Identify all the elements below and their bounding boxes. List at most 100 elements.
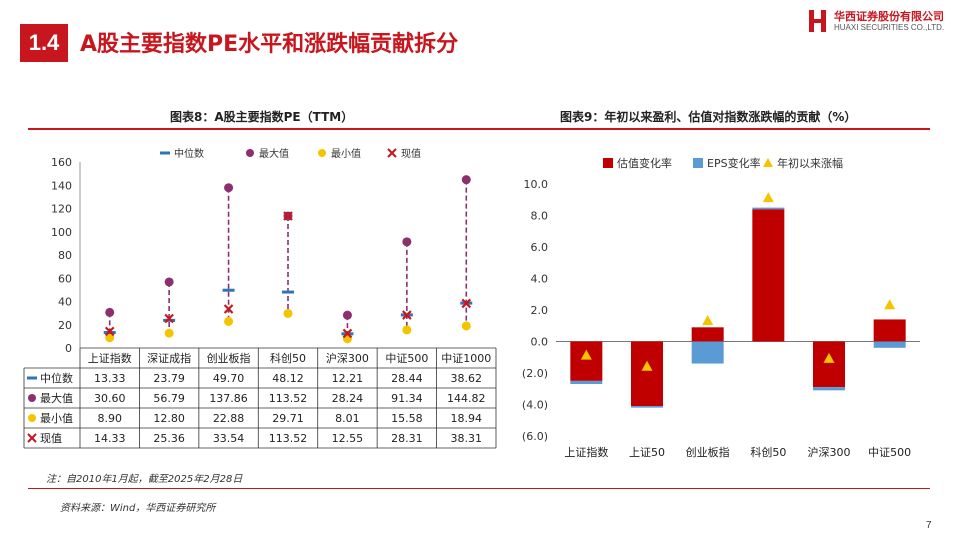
legend-marker-3-b bbox=[387, 148, 397, 158]
legend-label: 最大值 bbox=[259, 147, 289, 160]
page-number: 7 bbox=[926, 520, 932, 531]
table-cell: 38.31 bbox=[451, 432, 483, 445]
source-note: 资料来源：Wind，华西证券研究所 bbox=[60, 503, 216, 514]
x-tick-label: 中证500 bbox=[868, 446, 911, 459]
min-point bbox=[402, 325, 412, 335]
current-marker bbox=[461, 298, 472, 309]
table-cell: 25.36 bbox=[153, 432, 185, 445]
table-category-label: 上证指数 bbox=[88, 351, 132, 365]
ytd-change-marker bbox=[884, 299, 896, 310]
y-tick-label: 8.0 bbox=[531, 210, 549, 223]
table-cell: 33.54 bbox=[213, 432, 245, 445]
date-note: 注：自2010年1月起，截至2025年2月28日 bbox=[46, 474, 243, 485]
table-category-label: 沪深300 bbox=[326, 351, 369, 365]
min-point bbox=[283, 308, 293, 318]
max-point bbox=[164, 277, 174, 287]
ytd-change-marker bbox=[641, 360, 653, 371]
table-cell: 48.12 bbox=[272, 372, 304, 385]
y-tick-label: 120 bbox=[51, 203, 72, 216]
table-row-label: 最大值 bbox=[40, 391, 73, 405]
eps-bar bbox=[752, 207, 785, 210]
valuation-bar bbox=[752, 209, 785, 342]
note-divider bbox=[28, 488, 930, 489]
legend-marker-0 bbox=[603, 158, 613, 168]
current-marker bbox=[402, 310, 412, 320]
figure9-title: 图表9：年初以来盈利、估值对指数涨跌幅的贡献（%） bbox=[560, 110, 857, 124]
x-tick-label: 创业板指 bbox=[686, 445, 730, 459]
logo-company-name-en: HUAXI SECURITIES CO.,LTD. bbox=[834, 23, 945, 32]
y-tick-label: 140 bbox=[51, 179, 72, 192]
max-point bbox=[342, 310, 352, 320]
max-point bbox=[402, 237, 412, 247]
max-point bbox=[461, 175, 471, 185]
ytd-change-marker bbox=[580, 349, 592, 360]
valuation-bar bbox=[691, 327, 724, 342]
legend-label: 年初以来涨幅 bbox=[777, 156, 843, 170]
y-tick-label: (6.0) bbox=[522, 430, 548, 443]
table-cell: 137.86 bbox=[209, 392, 248, 405]
company-logo: 华西证券股份有限公司 HUAXI SECURITIES CO.,LTD. bbox=[808, 8, 954, 36]
table-category-label: 中证500 bbox=[385, 352, 428, 365]
y-tick-label: 160 bbox=[51, 156, 72, 169]
table-cell: 28.44 bbox=[391, 372, 423, 385]
table-cell: 12.80 bbox=[153, 412, 185, 425]
table-cell: 15.58 bbox=[391, 412, 423, 425]
table-cell: 14.33 bbox=[94, 432, 126, 445]
ytd-change-marker bbox=[823, 352, 835, 363]
y-tick-label: 0.0 bbox=[531, 336, 549, 349]
table-cell: 113.52 bbox=[269, 392, 308, 405]
table-cell: 23.79 bbox=[153, 372, 185, 385]
table-cell: 144.82 bbox=[447, 392, 486, 405]
y-tick-label: (2.0) bbox=[522, 367, 548, 380]
huaxi-logo-icon bbox=[809, 10, 826, 32]
y-tick-label: 40 bbox=[58, 296, 72, 309]
title-divider bbox=[28, 128, 930, 130]
x-tick-label: 上证50 bbox=[629, 446, 665, 459]
valuation-bar bbox=[570, 341, 603, 381]
max-point bbox=[105, 307, 115, 317]
table-row-marker bbox=[27, 433, 37, 443]
valuation-bar bbox=[631, 341, 663, 407]
x-tick-label: 沪深300 bbox=[808, 445, 851, 459]
table-category-label: 深证成指 bbox=[147, 351, 191, 365]
eps-bar bbox=[570, 380, 603, 385]
y-tick-label: 6.0 bbox=[531, 241, 549, 254]
table-cell: 113.52 bbox=[269, 432, 308, 445]
table-cell: 91.34 bbox=[391, 392, 423, 405]
table-category-label: 科创50 bbox=[270, 351, 306, 365]
median-marker bbox=[222, 288, 235, 292]
table-row-marker bbox=[27, 376, 37, 380]
legend-marker-0 bbox=[160, 151, 170, 155]
legend-label: 中位数 bbox=[174, 147, 204, 160]
current-marker bbox=[104, 326, 115, 337]
min-point bbox=[224, 316, 234, 326]
eps-bar bbox=[691, 341, 724, 364]
min-point bbox=[461, 321, 471, 331]
valuation-bar bbox=[873, 319, 906, 342]
current-marker bbox=[342, 328, 353, 339]
legend-label: 最小值 bbox=[331, 147, 361, 160]
table-category-label: 中证1000 bbox=[441, 352, 491, 365]
y-tick-label: 10.0 bbox=[524, 178, 549, 191]
y-tick-label: 4.0 bbox=[531, 273, 549, 286]
eps-bar bbox=[813, 387, 845, 391]
table-cell: 49.70 bbox=[213, 372, 245, 385]
ytd-change-marker bbox=[702, 315, 714, 326]
table-cell: 12.55 bbox=[332, 432, 364, 445]
legend-marker-2 bbox=[318, 149, 326, 157]
legend-label: 估值变化率 bbox=[617, 156, 672, 170]
y-tick-label: 100 bbox=[51, 226, 72, 239]
table-category-label: 创业板指 bbox=[207, 351, 251, 365]
current-marker bbox=[164, 313, 174, 324]
valuation-bar bbox=[813, 341, 845, 388]
table-row-marker bbox=[28, 414, 36, 422]
y-tick-label: 0 bbox=[65, 342, 72, 355]
ytd-change-marker bbox=[762, 192, 774, 203]
eps-bar bbox=[631, 406, 663, 408]
max-point bbox=[224, 183, 234, 193]
y-tick-label: 80 bbox=[58, 249, 72, 262]
y-tick-label: 20 bbox=[58, 319, 72, 332]
legend-marker-1 bbox=[246, 149, 254, 157]
table-cell: 8.01 bbox=[335, 412, 360, 425]
legend-label: 现值 bbox=[401, 147, 421, 160]
